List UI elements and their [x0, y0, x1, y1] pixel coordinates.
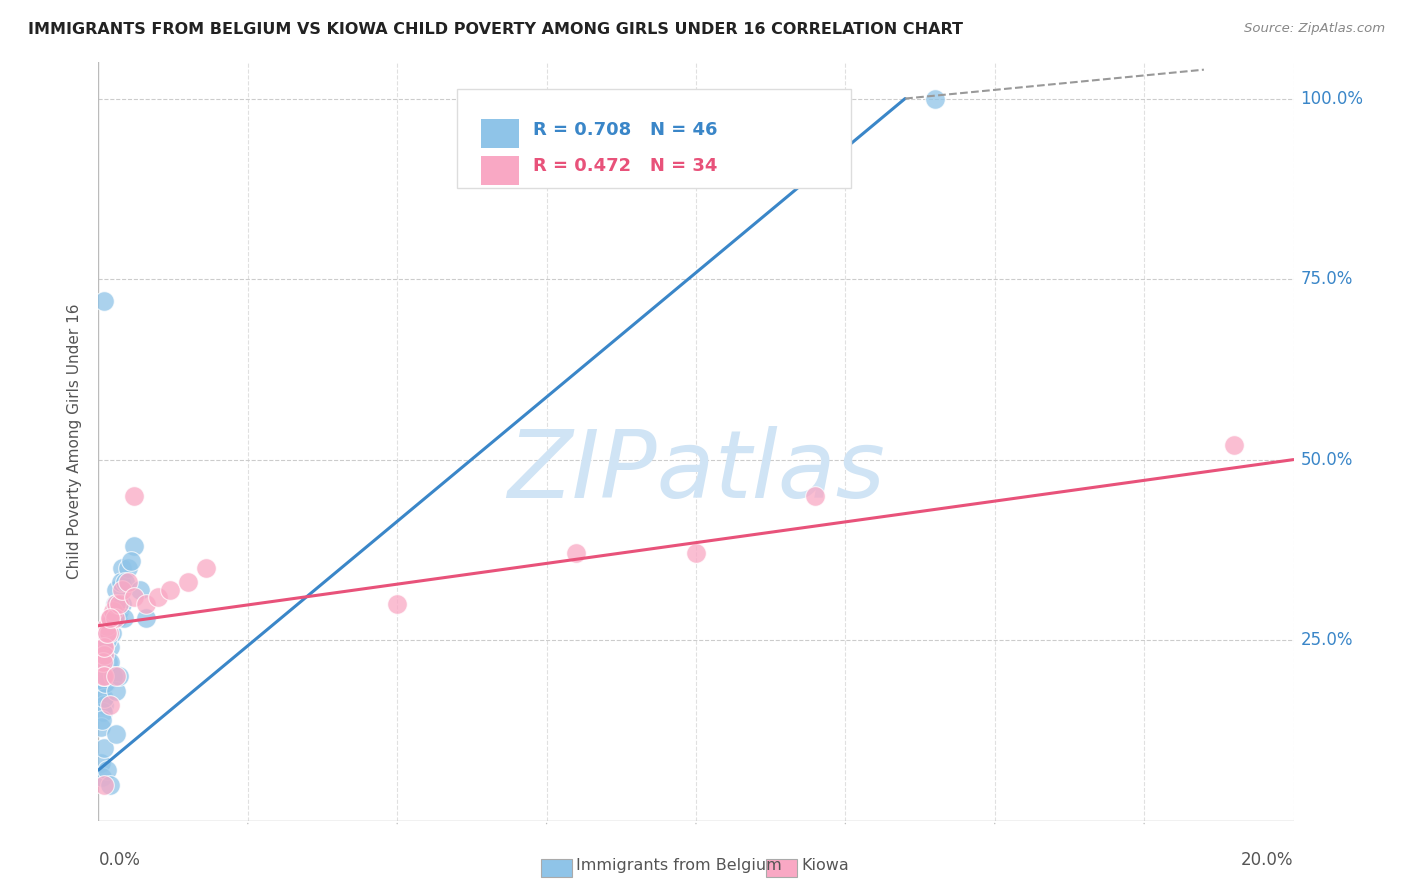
Point	[804, 489, 827, 503]
Point	[108, 597, 131, 611]
FancyBboxPatch shape	[481, 156, 519, 185]
FancyBboxPatch shape	[481, 120, 519, 148]
Point	[110, 575, 132, 590]
Point	[148, 590, 170, 604]
Point	[177, 575, 200, 590]
Point	[105, 727, 128, 741]
Point	[90, 756, 112, 770]
Point	[159, 582, 181, 597]
Point	[111, 597, 134, 611]
Point	[100, 626, 122, 640]
Point	[94, 676, 117, 690]
Point	[90, 683, 112, 698]
Point	[93, 648, 115, 662]
Point	[105, 582, 128, 597]
Point	[98, 611, 122, 625]
Point	[385, 597, 409, 611]
Text: R = 0.708   N = 46: R = 0.708 N = 46	[533, 121, 718, 139]
Text: 25.0%: 25.0%	[1301, 632, 1353, 649]
Point	[120, 554, 142, 568]
Text: 50.0%: 50.0%	[1301, 450, 1353, 468]
Point	[93, 655, 115, 669]
Point	[565, 546, 588, 560]
Text: ZIPatlas: ZIPatlas	[508, 426, 884, 517]
Point	[93, 655, 115, 669]
Point	[91, 713, 114, 727]
Point	[117, 561, 139, 575]
Point	[107, 611, 129, 625]
Point	[93, 293, 115, 308]
Point	[93, 669, 115, 683]
Point	[124, 590, 146, 604]
Text: 100.0%: 100.0%	[1301, 89, 1364, 108]
Point	[103, 611, 125, 625]
Point	[1223, 438, 1246, 452]
Point	[98, 778, 122, 792]
Point	[104, 597, 127, 611]
Y-axis label: Child Poverty Among Girls Under 16: Child Poverty Among Girls Under 16	[66, 304, 82, 579]
Point	[195, 561, 218, 575]
Point	[94, 626, 117, 640]
Point	[112, 611, 135, 625]
Point	[104, 611, 127, 625]
Point	[96, 618, 118, 632]
Point	[108, 604, 131, 618]
Point	[91, 655, 114, 669]
Point	[98, 655, 122, 669]
Point	[124, 489, 146, 503]
Point	[93, 640, 115, 655]
Text: IMMIGRANTS FROM BELGIUM VS KIOWA CHILD POVERTY AMONG GIRLS UNDER 16 CORRELATION : IMMIGRANTS FROM BELGIUM VS KIOWA CHILD P…	[28, 22, 963, 37]
Point	[91, 770, 114, 784]
Point	[98, 698, 122, 712]
Point	[91, 669, 114, 683]
Point	[96, 662, 118, 676]
Point	[91, 669, 114, 683]
Point	[93, 690, 115, 705]
Point	[98, 626, 121, 640]
Point	[135, 597, 157, 611]
Text: 75.0%: 75.0%	[1301, 270, 1353, 288]
Point	[94, 676, 117, 690]
Text: Immigrants from Belgium: Immigrants from Belgium	[576, 858, 782, 872]
Point	[105, 683, 128, 698]
Text: Source: ZipAtlas.com: Source: ZipAtlas.com	[1244, 22, 1385, 36]
Point	[105, 597, 128, 611]
Point	[93, 698, 115, 712]
Point	[105, 669, 128, 683]
Point	[108, 669, 131, 683]
Point	[90, 655, 112, 669]
Point	[103, 604, 125, 618]
Point	[91, 640, 114, 655]
FancyBboxPatch shape	[457, 89, 852, 187]
Point	[111, 561, 134, 575]
Point	[91, 706, 114, 720]
Text: R = 0.472   N = 34: R = 0.472 N = 34	[533, 157, 718, 176]
Point	[93, 640, 115, 655]
Point	[94, 626, 117, 640]
Point	[96, 669, 118, 683]
Point	[93, 778, 115, 792]
Point	[117, 575, 139, 590]
Point	[96, 763, 118, 777]
Point	[90, 720, 112, 734]
Point	[98, 640, 122, 655]
Point	[96, 633, 118, 648]
Point	[111, 582, 134, 597]
Point	[124, 539, 146, 553]
Point	[924, 91, 946, 105]
Text: 0.0%: 0.0%	[98, 851, 141, 869]
Point	[129, 582, 152, 597]
Point	[114, 575, 136, 590]
Text: Kiowa: Kiowa	[801, 858, 849, 872]
Point	[135, 611, 157, 625]
Point	[96, 626, 118, 640]
Point	[93, 741, 115, 756]
Text: 20.0%: 20.0%	[1241, 851, 1294, 869]
Point	[103, 669, 125, 683]
Point	[97, 655, 120, 669]
Point	[685, 546, 707, 560]
Point	[98, 611, 122, 625]
